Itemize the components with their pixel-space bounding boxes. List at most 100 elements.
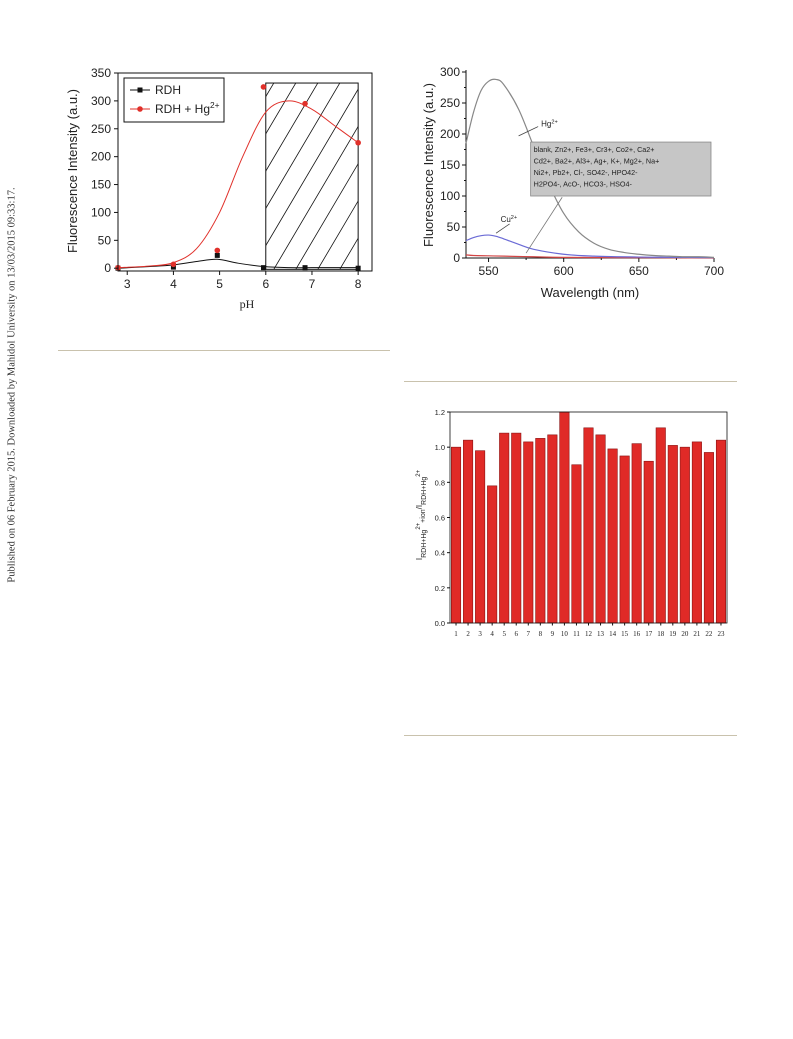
annotation-others-box (530, 141, 712, 197)
spectrum-y-tick-label: 250 (440, 96, 460, 110)
ph-fit-line-0 (117, 258, 359, 269)
spectrum-y-tick-label: 200 (440, 127, 460, 141)
bar-x-tick-label: 2 (466, 630, 470, 638)
bar-9 (547, 434, 558, 624)
divider-left (58, 350, 390, 351)
bar-22 (703, 452, 714, 624)
legend-marker-rdh (137, 87, 143, 93)
bar-3 (475, 450, 486, 624)
bar-y-tick-label: 0.2 (435, 584, 445, 593)
ph-fit-line-1 (117, 100, 359, 269)
ph-x-tick-label: 8 (355, 277, 362, 291)
bar-y-tick-label: 0.6 (435, 514, 445, 523)
bar-x-tick-label: 3 (478, 630, 482, 638)
bar-2 (463, 439, 474, 624)
ph-x-tick-label: 7 (309, 277, 316, 291)
bar-17 (643, 460, 654, 624)
ph-x-tick-label: 6 (262, 277, 269, 291)
selectivity-y-axis-label: IRDH+Hg2++ion/IRDH+Hg2+ (415, 469, 428, 560)
bar-x-tick-label: 22 (705, 630, 713, 638)
bar-y-tick-label: 0.8 (435, 478, 445, 487)
divider-right-top (404, 381, 737, 382)
divider-right-bottom (404, 735, 737, 736)
ph-y-tick-label: 300 (91, 94, 111, 108)
ph-y-tick-label: 100 (91, 205, 111, 219)
bar-4 (487, 485, 498, 624)
bar-y-tick-label: 1.0 (435, 443, 445, 452)
ph-y-tick-label: 150 (91, 178, 111, 192)
bar-x-tick-label: 18 (657, 630, 665, 638)
spectrum-line-others (465, 254, 715, 259)
bar-23 (715, 439, 727, 624)
bar-18 (655, 427, 666, 624)
bar-x-tick-label: 9 (551, 630, 555, 638)
ph-point-rdh-hg (170, 261, 177, 268)
spectrum-line-hg (465, 78, 715, 258)
annotation-hg: Hg2+ (541, 120, 558, 129)
bar-19 (667, 445, 678, 624)
bar-x-tick-label: 13 (597, 630, 605, 638)
bar-x-tick-label: 15 (621, 630, 629, 638)
bar-6 (511, 432, 522, 624)
bar-x-tick-label: 8 (539, 630, 543, 638)
ph-y-tick-label: 250 (91, 122, 111, 136)
bar-13 (595, 434, 606, 624)
bar-14 (607, 448, 618, 624)
spectrum-x-tick-label: 600 (554, 264, 574, 278)
bar-5 (499, 432, 510, 624)
bar-1 (450, 446, 462, 624)
bar-21 (691, 441, 702, 624)
spectrum-line-cu (465, 234, 715, 259)
bar-y-tick-label: 0.4 (435, 549, 445, 558)
ph-point-rdh (355, 265, 361, 271)
bar-x-tick-label: 7 (527, 630, 531, 638)
spectrum-y-tick-label: 0 (453, 251, 460, 265)
ph-legend (123, 77, 225, 123)
bar-x-tick-label: 5 (502, 630, 506, 638)
annotation-others-text: Cd2+, Ba2+, Al3+, Ag+, K+, Mg2+, Na+ (534, 157, 660, 166)
ph-point-rdh (260, 265, 266, 271)
ph-point-rdh-hg (260, 84, 267, 90)
bar-7 (523, 441, 534, 624)
spectrum-y-tick-label: 50 (447, 220, 461, 234)
bar-x-tick-label: 20 (681, 630, 689, 638)
ph-point-rdh-hg (302, 100, 308, 107)
ph-y-axis-label: Fluorescence Intensity (a.u.) (65, 89, 80, 253)
spectrum-x-tick-label: 700 (704, 264, 724, 278)
bar-x-tick-label: 21 (693, 630, 701, 638)
bar-x-tick-label: 23 (717, 630, 725, 638)
annotation-others-text: H2PO4-, AcO-, HCO3-, HSO4- (534, 180, 633, 189)
ph-plot-frame (117, 72, 373, 272)
legend-label-rdh-hg: RDH + Hg2+ (155, 100, 220, 116)
ph-y-tick-label: 0 (104, 261, 111, 275)
bar-x-tick-label: 10 (561, 630, 569, 638)
bar-x-tick-label: 6 (514, 630, 518, 638)
bar-x-tick-label: 17 (645, 630, 653, 638)
ph-x-axis-label: pH (240, 297, 255, 311)
ph-point-rdh (214, 252, 220, 258)
ph-x-tick-label: 4 (170, 277, 177, 291)
bar-x-tick-label: 1 (454, 630, 458, 638)
bar-8 (535, 438, 546, 624)
bar-11 (571, 464, 582, 624)
legend-marker-rdh-hg (137, 106, 143, 112)
ph-point-rdh-hg (214, 247, 221, 254)
spectrum-y-tick-label: 300 (440, 65, 460, 79)
ph-point-rdh (302, 265, 308, 271)
bar-x-tick-label: 14 (609, 630, 617, 638)
spectrum-x-tick-label: 650 (629, 264, 649, 278)
ph-x-tick-label: 3 (124, 277, 131, 291)
annotation-others-text: blank, Zn2+, Fe3+, Cr3+, Co2+, Ca2+ (534, 145, 655, 154)
bar-x-tick-label: 11 (573, 630, 580, 638)
bar-y-tick-label: 1.2 (435, 408, 445, 417)
bar-16 (631, 443, 642, 624)
bar-x-tick-label: 19 (669, 630, 677, 638)
spectrum-y-tick-label: 150 (440, 158, 460, 172)
annotation-others-text: Ni2+, Pb2+, Cl-, SO42-, HPO42- (534, 168, 638, 177)
bar-x-tick-label: 12 (585, 630, 593, 638)
spectrum-x-axis-label: Wavelength (nm) (541, 285, 640, 300)
bar-10 (559, 411, 570, 624)
bar-15 (619, 455, 630, 624)
